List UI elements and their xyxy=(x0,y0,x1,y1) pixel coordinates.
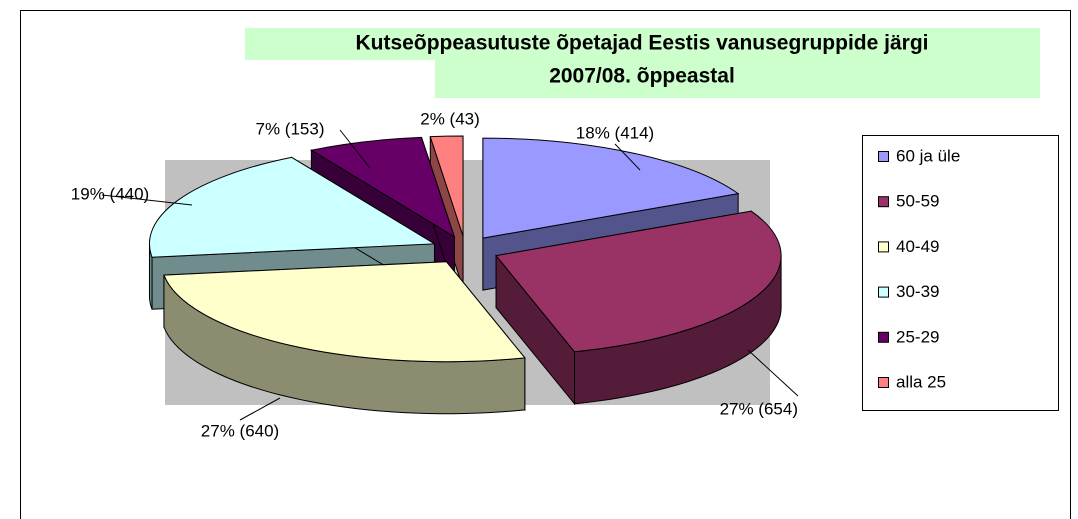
chart-title: Kutseõppeasutuste õpetajad Eestis vanuse… xyxy=(356,32,929,55)
leader-line xyxy=(101,194,193,206)
data-label: 27% (654) xyxy=(720,399,798,418)
slice xyxy=(309,136,456,238)
leader-line xyxy=(339,129,371,169)
slice xyxy=(495,210,782,353)
slice-group xyxy=(163,260,526,415)
data-label: 7% (153) xyxy=(256,119,325,138)
legend-label: 40-49 xyxy=(896,237,939,256)
data-label: 2% (43) xyxy=(420,109,480,128)
leader-line xyxy=(239,397,281,421)
legend-label: 60 ja üle xyxy=(896,146,960,165)
slice xyxy=(148,156,437,258)
slice xyxy=(163,261,526,363)
title-background xyxy=(245,28,1040,60)
chart-title: 2007/08. õppeastal xyxy=(549,65,735,88)
legend-label: 50-59 xyxy=(896,192,939,211)
slice xyxy=(482,137,740,239)
legend-swatch xyxy=(878,286,889,298)
legend-swatch xyxy=(878,331,889,343)
slice xyxy=(429,135,464,237)
leader-line xyxy=(614,143,641,171)
legend-swatch xyxy=(878,196,889,208)
legend-label: alla 25 xyxy=(896,372,946,391)
data-label: 19% (440) xyxy=(71,184,149,203)
slice-group xyxy=(495,210,782,406)
legend-swatch xyxy=(878,241,889,253)
legend-label: 25-29 xyxy=(896,327,939,346)
data-label: 18% (414) xyxy=(576,123,654,142)
legend-swatch xyxy=(878,151,889,162)
title-background xyxy=(435,60,1040,98)
legend-label: 30-39 xyxy=(896,282,939,301)
legend xyxy=(862,135,1059,411)
legend-swatch xyxy=(878,377,889,388)
leader-line xyxy=(747,349,799,397)
data-label: 27% (640) xyxy=(201,421,279,440)
